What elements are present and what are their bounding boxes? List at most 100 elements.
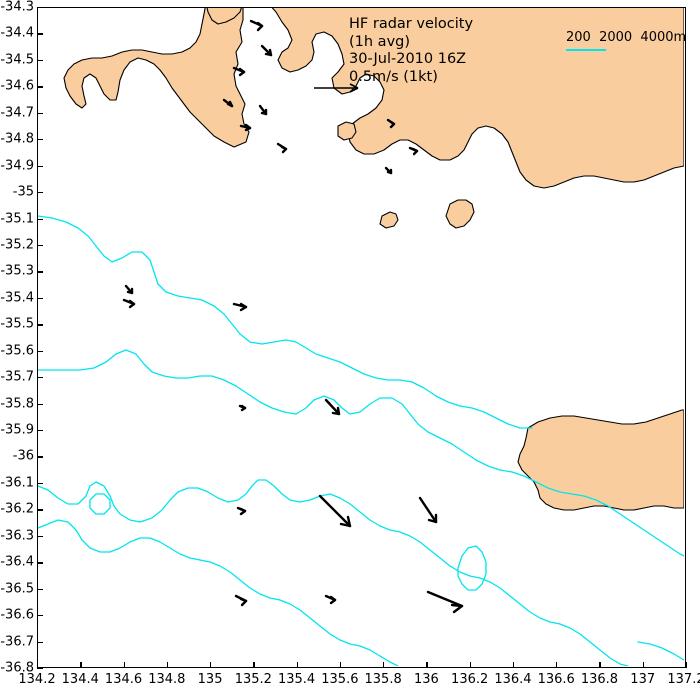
y-tick-mark (37, 33, 43, 35)
y-tick-label: -36.7 (0, 634, 34, 650)
y-tick-mark (37, 324, 43, 326)
vector (122, 298, 136, 309)
x-tick-label: 134.6 (104, 672, 143, 687)
x-tick-label: 135.8 (364, 672, 402, 687)
x-tick-label: 134.2 (18, 672, 56, 687)
y-tick-mark (37, 192, 43, 194)
y-tick-label: -36.2 (0, 501, 34, 517)
y-tick-mark (37, 482, 43, 485)
x-tick-label: 136.2 (451, 672, 489, 687)
x-tick-mark (426, 662, 428, 668)
y-tick-mark (37, 641, 43, 643)
y-tick-label: -34.6 (0, 78, 34, 94)
land-yorke-peninsula (63, 8, 250, 148)
x-tick-label: 135.2 (234, 672, 272, 687)
y-tick-mark (37, 403, 43, 405)
land-island-small-a (379, 211, 399, 229)
land-island-cluster-mid (445, 199, 475, 229)
vector (384, 166, 393, 175)
vector (232, 66, 246, 77)
contour-ridge-spur (457, 545, 487, 591)
x-tick-mark (512, 662, 515, 668)
y-tick-label: -35.6 (0, 343, 34, 359)
vector (276, 142, 288, 154)
y-tick-label: -35 (12, 184, 34, 200)
y-tick-label: -36.4 (0, 554, 34, 570)
contour-200m-upper (38, 215, 533, 429)
map-title-annotation: HF radar velocity (1h avg) 30-Jul-2010 1… (349, 16, 474, 85)
x-tick-mark (37, 662, 39, 668)
y-tick-mark (37, 59, 43, 62)
y-tick-mark (37, 165, 43, 167)
y-tick-label: -35.5 (0, 316, 34, 332)
velocity-vectors (122, 19, 464, 614)
vector (418, 496, 438, 524)
map-plot-area: HF radar velocity (1h avg) 30-Jul-2010 1… (37, 7, 686, 668)
x-tick-mark (210, 662, 212, 668)
x-tick-mark (383, 662, 385, 668)
x-tick-label: 134.8 (148, 672, 186, 687)
y-tick-label: -34.7 (0, 105, 34, 121)
vector (222, 98, 234, 108)
y-tick-mark (37, 139, 43, 141)
x-tick-label: 136.4 (494, 672, 532, 687)
vector (408, 146, 419, 156)
x-tick-label: 135.6 (321, 672, 359, 687)
y-tick-label: -35.8 (0, 396, 34, 412)
x-tick-mark (686, 662, 688, 668)
map-graphics (38, 8, 684, 666)
y-tick-label: -36.5 (0, 581, 34, 597)
y-tick-label: -36.3 (0, 528, 34, 544)
bathymetry-legend-line (566, 49, 606, 51)
y-tick-mark (37, 297, 43, 300)
y-tick-mark (37, 615, 43, 617)
y-tick-mark (37, 509, 43, 511)
x-tick-label: 137 (630, 672, 656, 687)
y-tick-label: -35.3 (0, 263, 34, 279)
y-tick-label: -35.9 (0, 422, 34, 438)
contour-4000m-south (38, 519, 399, 666)
y-tick-mark (37, 350, 43, 353)
x-tick-label: 135 (197, 672, 223, 687)
x-tick-mark (123, 662, 125, 668)
vector (249, 19, 264, 32)
y-tick-label: -35.2 (0, 237, 34, 253)
vector (318, 494, 352, 528)
land-polygons (63, 8, 684, 511)
x-tick-mark (80, 662, 82, 668)
vector (324, 398, 341, 416)
y-tick-mark (37, 562, 43, 564)
vector (234, 594, 248, 607)
y-tick-mark (37, 377, 43, 379)
x-tick-mark (339, 662, 342, 668)
y-tick-mark (37, 271, 43, 273)
y-tick-mark (37, 112, 43, 115)
land-kangaroo-island (517, 409, 684, 511)
y-tick-label: -35.4 (0, 290, 34, 306)
reference-vector-arrow (314, 83, 359, 93)
x-tick-mark (296, 662, 298, 668)
y-tick-mark (37, 535, 43, 538)
vector (238, 404, 247, 412)
contour-2000m-southwest (38, 479, 629, 666)
contour-east-edge (637, 641, 684, 661)
contour-basin-closed (89, 493, 111, 515)
y-tick-label: -34.5 (0, 52, 34, 68)
y-tick-mark (37, 7, 43, 9)
y-tick-label: -34.8 (0, 131, 34, 147)
y-tick-mark (37, 430, 43, 432)
y-tick-mark (37, 668, 43, 670)
vector (124, 284, 134, 295)
y-tick-label: -34.9 (0, 158, 34, 174)
x-tick-label: 136.6 (537, 672, 575, 687)
x-tick-label: 136.8 (580, 672, 619, 687)
y-tick-label: -35.7 (0, 369, 34, 385)
x-tick-label: 135.4 (277, 672, 316, 687)
y-tick-label: -36.8 (0, 660, 34, 676)
vector (232, 302, 248, 312)
y-tick-label: -36.6 (0, 607, 34, 623)
y-tick-mark (37, 218, 43, 220)
x-tick-mark (469, 662, 471, 668)
land-eyre-southern (206, 8, 242, 25)
vector (324, 594, 337, 605)
